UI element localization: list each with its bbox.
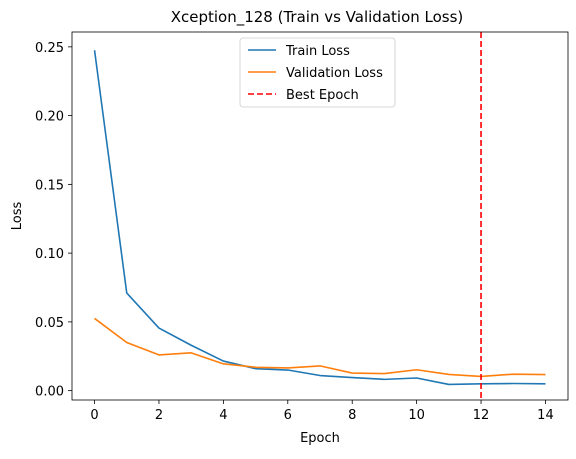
y-tick-label: 0.05	[35, 316, 64, 331]
y-tick-label: 0.20	[35, 110, 64, 125]
train-loss-line	[93, 50, 546, 386]
legend-train-loss-label: Train Loss	[285, 44, 350, 59]
x-tick-label: 0	[90, 408, 98, 423]
chart-title: Xception_128 (Train vs Validation Loss)	[171, 8, 464, 27]
y-tick-label: 0.25	[35, 41, 64, 56]
x-axis-label: Epoch	[300, 431, 340, 446]
y-tick-label: 0.15	[35, 178, 64, 193]
x-tick-label: 10	[408, 408, 425, 423]
x-tick-label: 6	[284, 408, 292, 423]
axes-frame	[71, 31, 569, 401]
plot-area: 0 2 4 6 8 10 12 14 0.00 0.05 0.10 0.15 0.20 0.25	[35, 32, 554, 423]
x-tick-label: 8	[348, 408, 356, 423]
y-tick-label: 0.10	[35, 247, 64, 262]
y-axis-label: Loss	[10, 202, 25, 231]
legend-best-epoch-label: Best Epoch	[286, 88, 359, 103]
legend: Train Loss Validation Loss Best Epoch	[239, 37, 396, 108]
x-tick-label: 4	[219, 408, 227, 423]
y-tick-label: 0.00	[35, 385, 64, 400]
legend-validation-loss-label: Validation Loss	[286, 66, 383, 81]
x-tick-label: 12	[473, 408, 490, 423]
validation-loss-line	[94, 317, 546, 378]
legend-box	[239, 37, 396, 108]
x-tick-label: 14	[537, 408, 554, 423]
x-tick-label: 2	[155, 408, 163, 423]
